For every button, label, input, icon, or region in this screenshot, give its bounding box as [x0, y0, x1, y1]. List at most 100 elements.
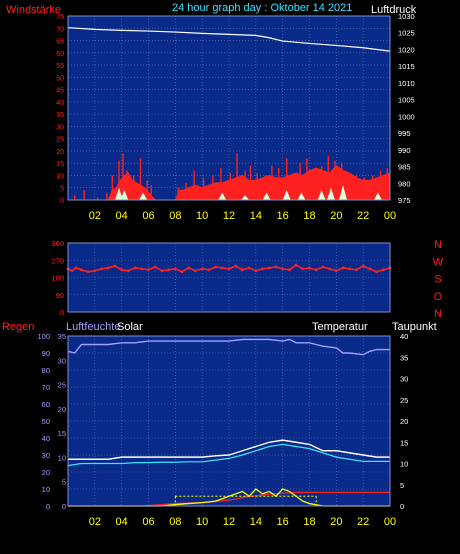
taupunkt-series: [67, 443, 390, 467]
temperatur-tick: 5: [400, 481, 404, 490]
climate-x-tick: 02: [89, 516, 101, 528]
windstaerke-tick: 25: [56, 137, 64, 144]
climate-x-tick: 06: [142, 516, 154, 528]
windrichtung-tick: 270: [51, 256, 64, 265]
windrichtung-point: [214, 265, 217, 269]
windrichtung-point: [381, 268, 385, 272]
luftdruck-tick: 1025: [398, 29, 415, 38]
windrichtung-point: [100, 267, 103, 271]
windrichtung-point: [375, 270, 378, 274]
luftdruck-series: [67, 27, 391, 52]
wind-pressure-x-tick: 02: [89, 210, 101, 222]
climate-x-tick: 16: [277, 516, 289, 528]
luftdruck-tick: 985: [398, 163, 411, 172]
windstaerke-tick: 70: [56, 26, 64, 33]
spitzen-mark: [373, 192, 382, 200]
windrichtung-point: [355, 268, 358, 272]
windrichtung-point: [361, 264, 365, 268]
windrichtung-point: [160, 269, 164, 273]
luftfeuchte-tick: 0: [46, 502, 50, 511]
windrichtung-point: [254, 269, 258, 273]
windrichtung-point: [80, 268, 83, 272]
windrichtung-tick: 360: [51, 239, 64, 248]
windstaerke-tick: 35: [56, 112, 64, 119]
wind-pressure-x-tick: 16: [277, 210, 289, 222]
windrichtung-point: [348, 267, 352, 271]
windrichtung-point: [294, 263, 298, 267]
spitzen-mark: [114, 187, 123, 200]
windrichtung-point: [173, 267, 177, 271]
luftdruck-tick: 1020: [398, 45, 415, 54]
wind-pressure-x-tick: 10: [196, 210, 208, 222]
windrichtung-compass-label: N: [434, 239, 442, 251]
temperatur-title: Temperatur: [312, 321, 368, 333]
windrichtung-point: [167, 268, 171, 272]
luftfeuchte-tick: 60: [42, 400, 50, 409]
windrichtung-point: [106, 266, 110, 270]
climate-x-tick: 00: [384, 516, 396, 528]
regen-title: Regen: [2, 321, 34, 333]
spitzen-mark: [218, 192, 227, 200]
luftfeuchte-series: [67, 338, 390, 356]
windrichtung-point: [321, 265, 325, 269]
temperatur-tick: 15: [400, 438, 408, 447]
climate-x-tick: 10: [196, 516, 208, 528]
windstaerke-tick: 20: [56, 149, 64, 156]
luftfeuchte-tick: 20: [42, 468, 50, 477]
windstaerke-tick: 60: [56, 51, 64, 58]
wind-pressure-panel-frame: [67, 15, 391, 201]
windrichtung-point: [133, 266, 137, 270]
direction-panel-frame: [67, 242, 391, 313]
spitzen-mark: [339, 185, 348, 200]
windrichtung-compass-label: N: [434, 308, 442, 320]
windstaerke-tick: 30: [56, 124, 64, 131]
windrichtung-point: [241, 268, 244, 272]
windrichtung-compass-label: O: [434, 291, 443, 303]
windrichtung-point: [328, 267, 332, 271]
windrichtung-tick: 0: [60, 308, 64, 317]
windstaerke-tick: 65: [56, 39, 64, 46]
solar-title: Solar: [117, 321, 143, 333]
spitzen-mark: [120, 190, 129, 200]
solar-tick: 30: [58, 356, 66, 365]
windstaerke-title: Windstärke: [6, 4, 61, 16]
windrichtung-point: [274, 265, 278, 269]
windstaerke-tick: 75: [56, 14, 64, 21]
windrichtung-point: [70, 269, 74, 273]
windrichtung-point: [200, 267, 204, 271]
wind-pressure-x-tick: 06: [142, 210, 154, 222]
windrichtung-point: [234, 264, 238, 268]
spitzen-mark: [326, 187, 335, 200]
spitzen-mark: [282, 190, 291, 200]
luftfeuchte-tick: 10: [42, 485, 50, 494]
wind-pressure-x-tick: 12: [223, 210, 235, 222]
luftfeuchte-tick: 30: [42, 451, 50, 460]
luftdruck-tick: 1015: [398, 62, 415, 71]
spitzen-mark: [317, 190, 326, 200]
windrichtung-point: [180, 270, 184, 274]
luftfeuchte-tick: 90: [42, 349, 50, 358]
windrichtung-point: [341, 266, 345, 270]
windrichtung-point: [153, 265, 157, 269]
solar-tick: 0: [62, 502, 66, 511]
wind-pressure-x-tick: 22: [357, 210, 369, 222]
temperatur-tick: 25: [400, 396, 408, 405]
climate-x-tick: 22: [357, 516, 369, 528]
temperatur-tick: 30: [400, 375, 408, 384]
windrichtung-point: [113, 264, 117, 268]
temperatur-tick: 20: [400, 417, 408, 426]
windrichtung-point: [207, 268, 211, 272]
windrichtung-point: [187, 266, 191, 270]
windrichtung-point: [368, 267, 372, 271]
luftdruck-title: Luftdruck: [371, 4, 417, 16]
taupunkt-title: Taupunkt: [392, 321, 437, 333]
windrichtung-point: [147, 268, 150, 272]
windrichtung-point: [140, 267, 144, 271]
solar-tick: 20: [58, 405, 66, 414]
luftdruck-tick: 1010: [398, 79, 415, 88]
climate-x-tick: 04: [116, 516, 128, 528]
solar-tick: 5: [62, 478, 66, 487]
wind-pressure-x-tick: 00: [384, 210, 396, 222]
windrichtung-compass-label: S: [434, 274, 441, 286]
